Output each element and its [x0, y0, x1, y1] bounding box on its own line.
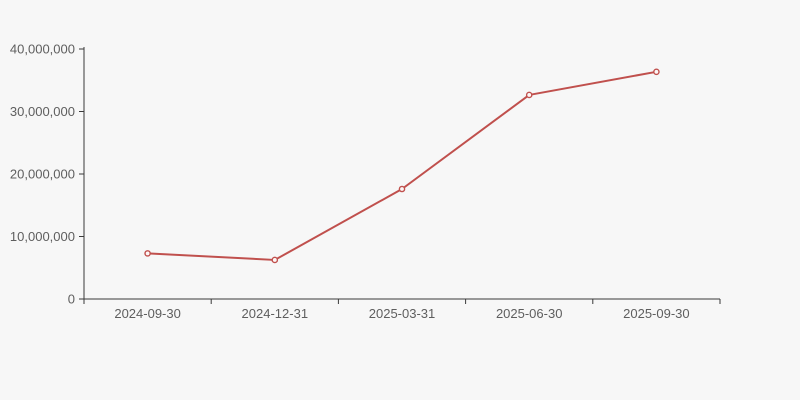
- data-point-marker: [653, 68, 660, 76]
- x-axis-tick-label: 2025-06-30: [496, 306, 563, 321]
- y-axis-tick-label: 30,000,000: [10, 104, 75, 119]
- x-axis-tick-label: 2024-12-31: [242, 306, 309, 321]
- data-point-marker: [398, 185, 406, 193]
- y-axis-tick-label: 0: [68, 292, 75, 307]
- data-point-marker: [271, 256, 279, 264]
- y-axis-tick-label: 40,000,000: [10, 42, 75, 57]
- data-line: [146, 70, 658, 261]
- data-point-marker: [144, 250, 151, 257]
- data-point-marker: [525, 91, 533, 99]
- y-axis-tick-label: 10,000,000: [10, 229, 75, 244]
- y-axis-tick-label: 20,000,000: [10, 167, 75, 182]
- x-axis-tick-label: 2025-03-31: [369, 306, 436, 321]
- x-axis-tick-label: 2024-09-30: [114, 306, 181, 321]
- x-axis-tick-label: 2025-09-30: [623, 306, 690, 321]
